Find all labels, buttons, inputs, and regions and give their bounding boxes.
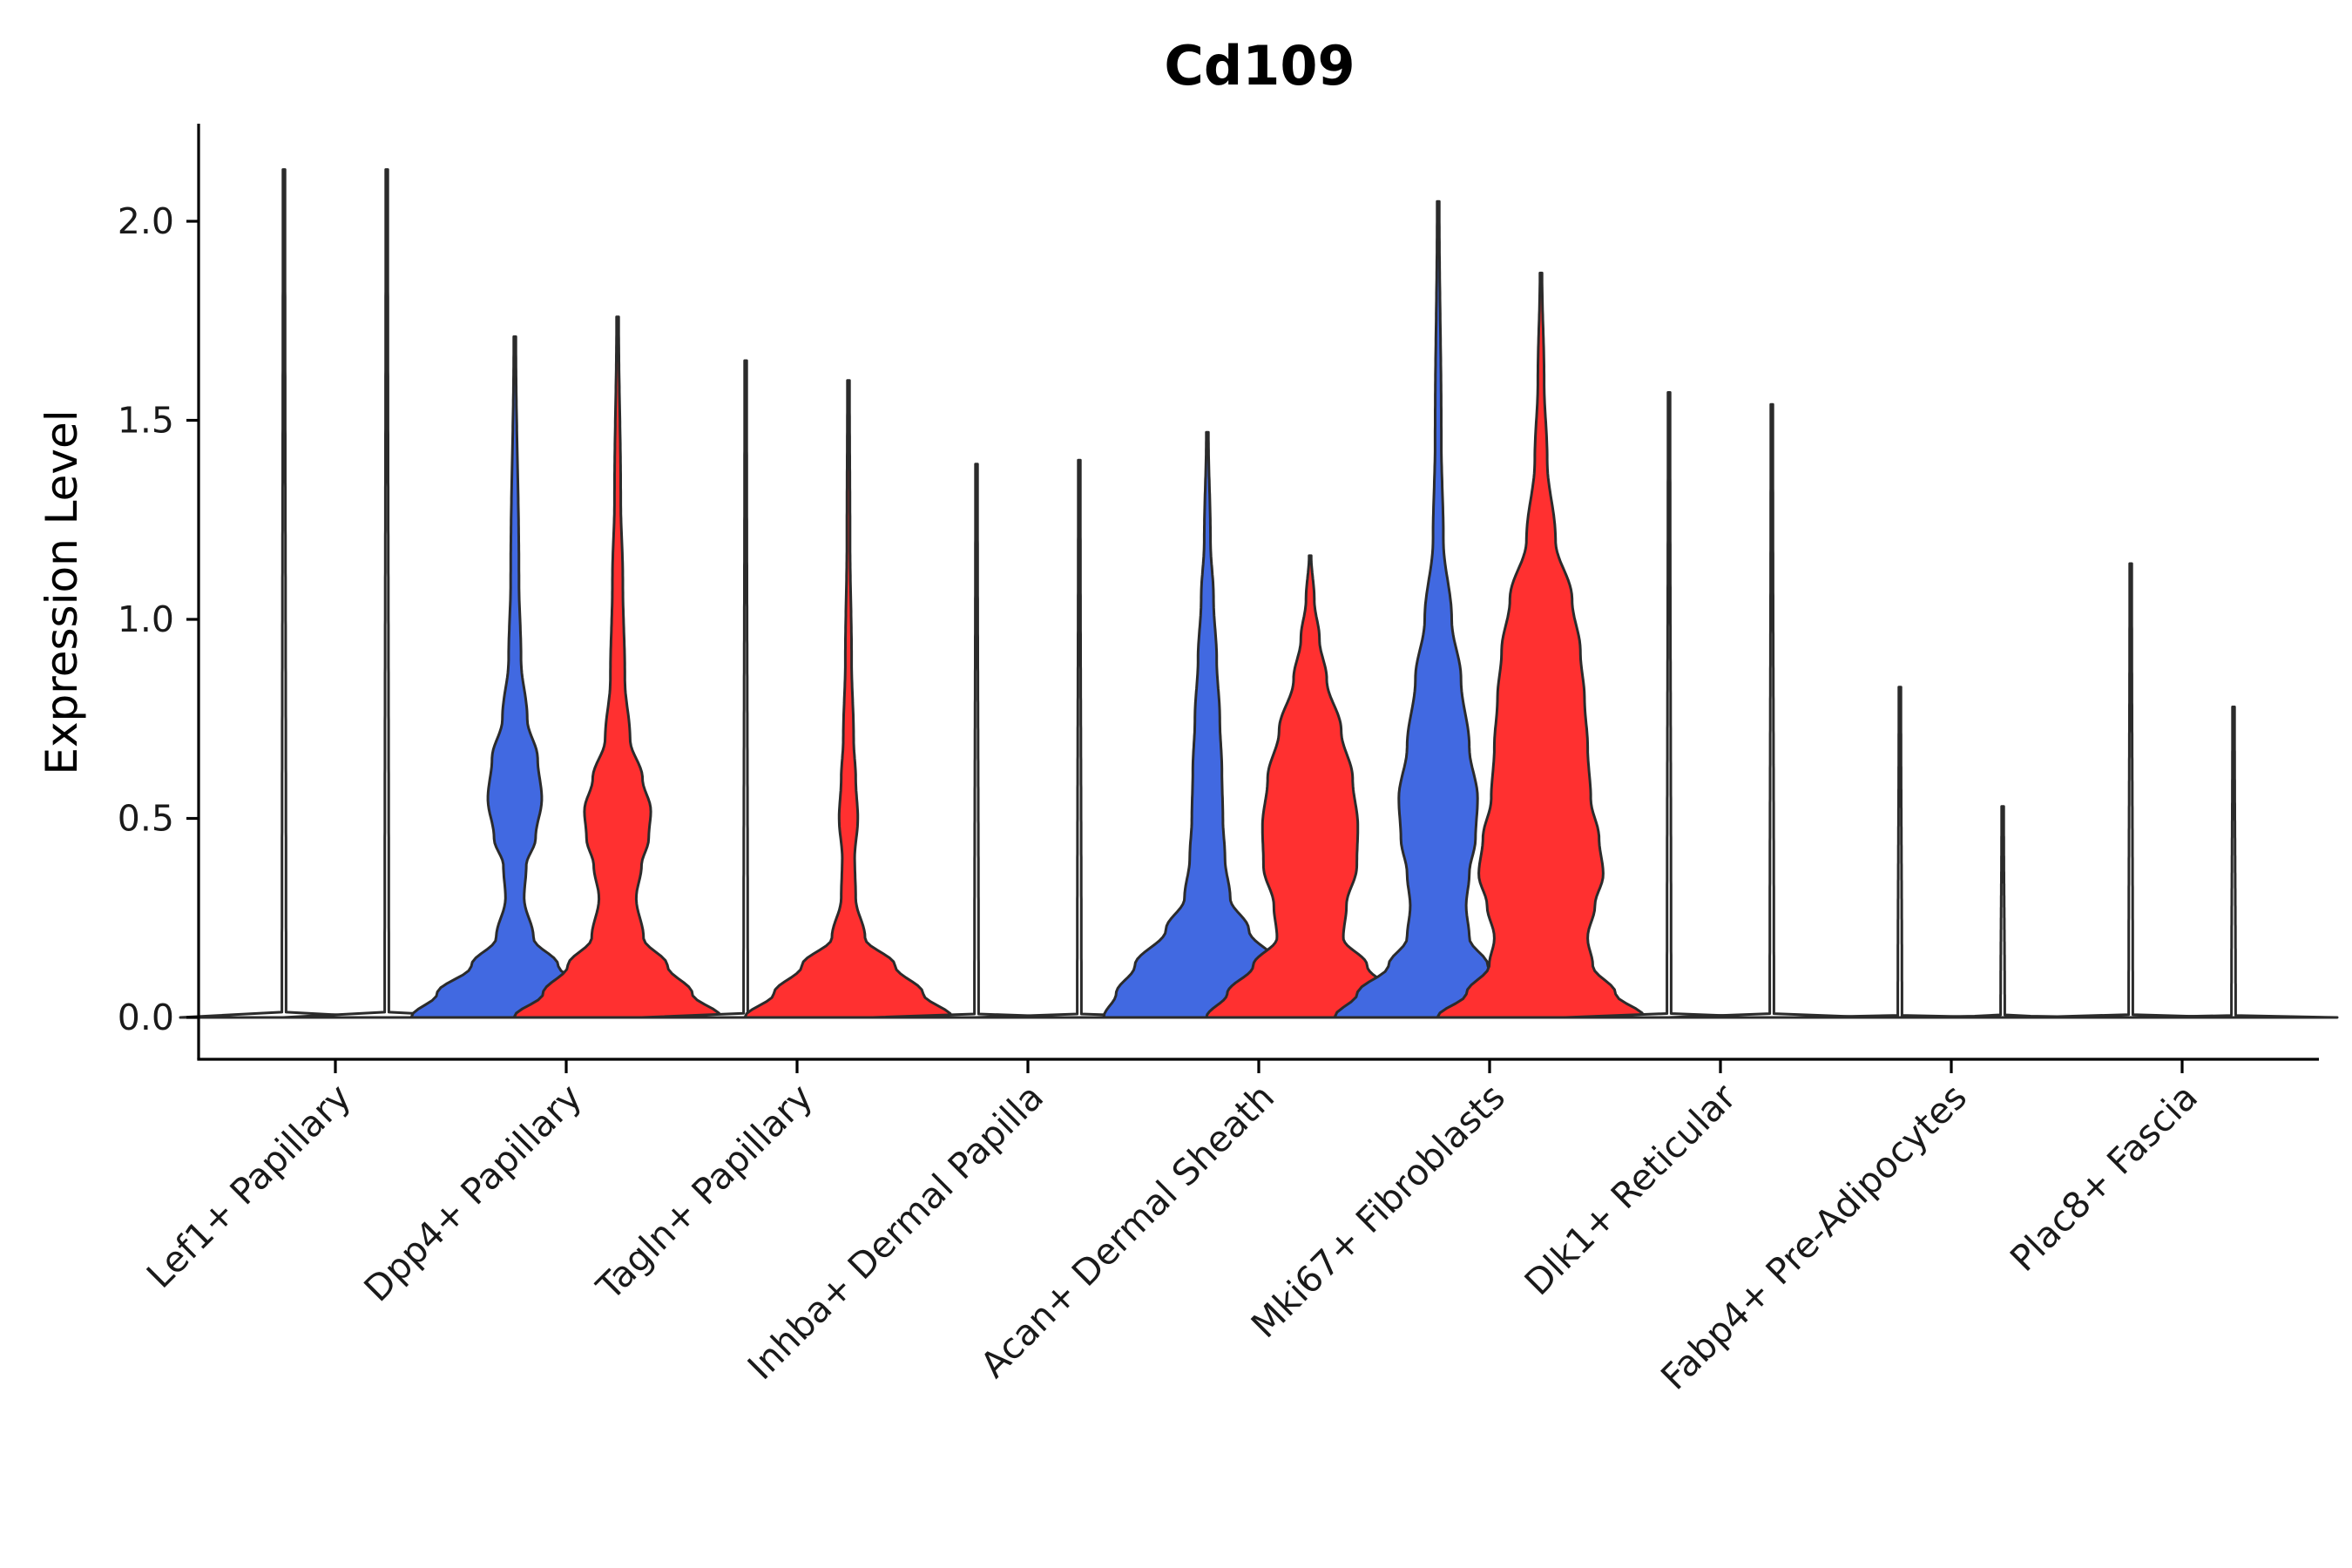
chart-title: Cd109: [1164, 34, 1355, 98]
violin-2-group2: [512, 315, 723, 1019]
x-tick-label: Plac8+ Fascia: [2002, 1076, 2206, 1280]
violin-9-group1: [2025, 562, 2236, 1019]
x-tick-label: Tagln+ Papillary: [588, 1076, 821, 1308]
y-tick-label: 1.0: [118, 598, 174, 640]
violin-1-group2: [281, 168, 492, 1019]
violin-6-group1: [1333, 199, 1544, 1019]
violin-9-group2: [2128, 706, 2339, 1019]
violin-3-group2: [743, 379, 954, 1019]
y-ticks-layer: 0.0 0.5 1.0 1.5 2.0: [118, 200, 199, 1038]
violin-5-group2: [1205, 554, 1416, 1019]
y-tick-label: 2.0: [118, 200, 174, 242]
violin-4-group1: [871, 463, 1082, 1019]
violin-8-group2: [1897, 805, 2108, 1019]
violins-layer: [179, 168, 2339, 1019]
x-tick-label: Lef1+ Papillary: [139, 1076, 359, 1296]
violin-4-group2: [974, 458, 1185, 1019]
x-tick-label: Mki67+ Fibroblasts: [1243, 1076, 1513, 1346]
x-tick-label: Dlk1+ Reticular: [1517, 1076, 1744, 1303]
violin-8-group1: [1794, 686, 2005, 1019]
violin-3-group1: [640, 359, 851, 1019]
y-tick-label: 0.5: [118, 798, 174, 840]
y-tick-label: 1.5: [118, 400, 174, 442]
violin-6-group2: [1436, 271, 1646, 1019]
violin-5-group1: [1102, 430, 1313, 1019]
y-tick-label: 0.0: [118, 997, 174, 1038]
x-tick-label: Dpp4+ Papillary: [356, 1076, 590, 1309]
violin-7-group1: [1564, 391, 1774, 1019]
violin-1-group1: [179, 168, 389, 1019]
violin-2-group1: [409, 335, 620, 1019]
y-axis-title: Expression Level: [37, 409, 87, 774]
violin-7-group2: [1666, 402, 1877, 1019]
